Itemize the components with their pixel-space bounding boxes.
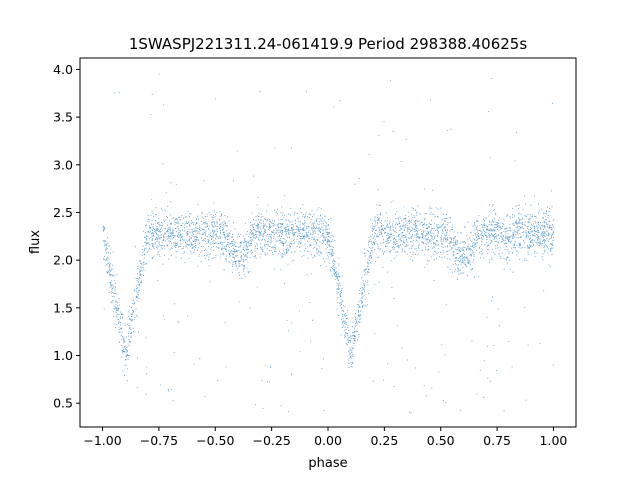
x-tick-label: −0.50 — [196, 433, 234, 448]
x-tick-label: −0.75 — [140, 433, 178, 448]
y-tick-label: 0.5 — [53, 396, 73, 411]
x-tick-label: −0.25 — [252, 433, 290, 448]
x-tick-label: 0.50 — [427, 433, 455, 448]
x-tick-label: 0.25 — [370, 433, 398, 448]
x-tick-label: 1.00 — [540, 433, 568, 448]
y-axis: 0.5 1.0 1.5 2.0 2.5 3.0 3.5 4.0 — [53, 62, 80, 411]
x-tick-label: 0.00 — [314, 433, 342, 448]
y-tick-label: 2.5 — [53, 205, 73, 220]
y-axis-label: flux — [28, 230, 43, 254]
x-tick-label: −1.00 — [83, 433, 121, 448]
y-tick-label: 1.5 — [53, 300, 73, 315]
y-tick-label: 3.5 — [53, 110, 73, 125]
y-tick-label: 4.0 — [53, 62, 73, 77]
x-axis-label: phase — [308, 456, 347, 471]
scatter-point-cloud — [102, 73, 555, 414]
y-tick-label: 2.0 — [53, 253, 73, 268]
x-axis: −1.00 −0.75 −0.50 −0.25 0.00 0.25 0.50 0.75 1.00 — [83, 427, 567, 448]
scatter-points — [102, 73, 555, 414]
chart-title: 1SWASPJ221311.24-061419.9 Period 298388.… — [129, 35, 527, 53]
y-tick-label: 1.0 — [53, 348, 73, 363]
x-tick-label: 0.75 — [483, 433, 511, 448]
y-tick-label: 3.0 — [53, 157, 73, 172]
